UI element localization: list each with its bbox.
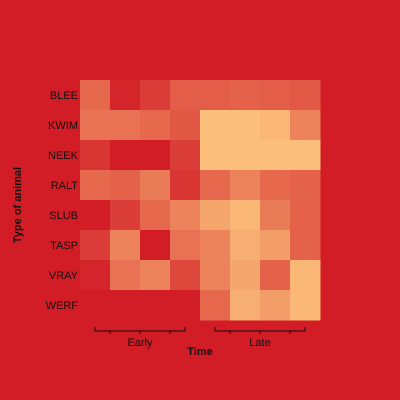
y-tick-label: NEEK [48,150,79,162]
heatmap-cell [140,80,171,111]
heatmap-cell [80,290,111,321]
heatmap-cell [200,260,231,291]
heatmap-cell [200,290,231,321]
heatmap-cell [110,140,141,171]
y-tick-labels: BLEE KWIM NEEK RALT SLUB TASP VRAY WERF [46,90,79,312]
heatmap-cell [110,290,141,321]
heatmap-cell [110,170,141,201]
heatmap-cell [140,110,171,141]
heatmap-cell [290,260,321,291]
y-tick-label: TASP [50,240,78,252]
heatmap-cell [110,260,141,291]
heatmap-cell [140,200,171,231]
column-group-label: Late [249,337,270,349]
heatmap-cell [260,230,291,261]
heatmap-cell [260,200,291,231]
heatmap-cell [80,80,111,111]
y-tick-label: BLEE [50,90,78,102]
heatmap-cell [230,200,261,231]
group-bracket [214,327,306,332]
heatmap-cell [230,260,261,291]
heatmap-cell [230,80,261,111]
heatmap-cell [80,230,111,261]
heatmap-cell [290,230,321,261]
heatmap-cell [110,110,141,141]
heatmap-cell [80,200,111,231]
heatmap-cell [200,230,231,261]
heatmap-cell [230,140,261,171]
heatmap-cell [80,170,111,201]
heatmap-cell [230,170,261,201]
y-tick-label: SLUB [49,210,78,222]
column-group-brackets: Early Late [94,327,306,349]
group-bracket [94,327,186,332]
heatmap-cell [140,260,171,291]
heatmap-cell [170,230,201,261]
heatmap-cell [170,260,201,291]
y-tick-label: RALT [51,180,79,192]
y-axis-title: Type of animal [12,167,24,243]
heatmap-cell [260,170,291,201]
heatmap-cell [230,110,261,141]
heatmap-cell [200,80,231,111]
heatmap-cell [290,140,321,171]
heatmap-cell [200,200,231,231]
heatmap-cell [200,170,231,201]
heatmap-cell [80,260,111,291]
y-tick-label: WERF [46,300,79,312]
heatmap-cells [80,80,321,321]
heatmap-cell [140,170,171,201]
heatmap-cell [200,140,231,171]
heatmap-cell [260,260,291,291]
heatmap-cell [290,170,321,201]
heatmap-cell [140,230,171,261]
heatmap-cell [290,110,321,141]
heatmap-cell [200,110,231,141]
heatmap-cell [170,170,201,201]
heatmap-cell [260,80,291,111]
heatmap-cell [260,110,291,141]
heatmap-cell [110,80,141,111]
heatmap-cell [140,140,171,171]
y-tick-label: KWIM [48,120,78,132]
heatmap-cell [110,200,141,231]
heatmap-cell [170,290,201,321]
heatmap-cell [110,230,141,261]
heatmap-cell [140,290,171,321]
heatmap-cell [290,80,321,111]
heatmap-cell [290,200,321,231]
heatmap-cell [80,140,111,171]
heatmap-cell [260,140,291,171]
column-group-label: Early [127,337,153,349]
x-axis-title: Time [187,346,212,358]
heatmap-cell [170,110,201,141]
heatmap-cell [230,230,261,261]
heatmap-cell [170,80,201,111]
heatmap-cell [290,290,321,321]
heatmap-cell [260,290,291,321]
heatmap-cell [230,290,261,321]
heatmap-cell [170,200,201,231]
y-tick-label: VRAY [49,270,79,282]
heatmap-cell [80,110,111,141]
heatmap-cell [170,140,201,171]
